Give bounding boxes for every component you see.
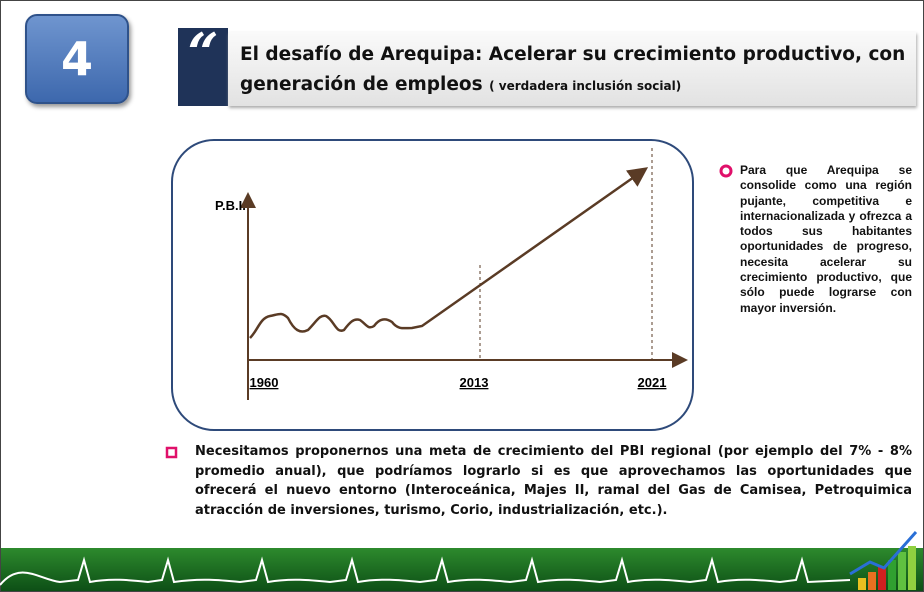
x-label: 1960 (250, 375, 279, 390)
body-text: Necesitamos proponernos una meta de crec… (195, 442, 912, 520)
x-label: 2021 (638, 375, 667, 390)
footer-band (1, 548, 923, 591)
y-axis-label: P.B.I. (215, 198, 246, 213)
x-label: 2013 (460, 375, 489, 390)
bullet (167, 448, 176, 457)
bullet (721, 166, 731, 176)
slide: 4 “ El desafío de Arequipa: Acelerar su … (0, 0, 924, 592)
side-text: Para que Arequipa se consolide como una … (740, 163, 912, 316)
